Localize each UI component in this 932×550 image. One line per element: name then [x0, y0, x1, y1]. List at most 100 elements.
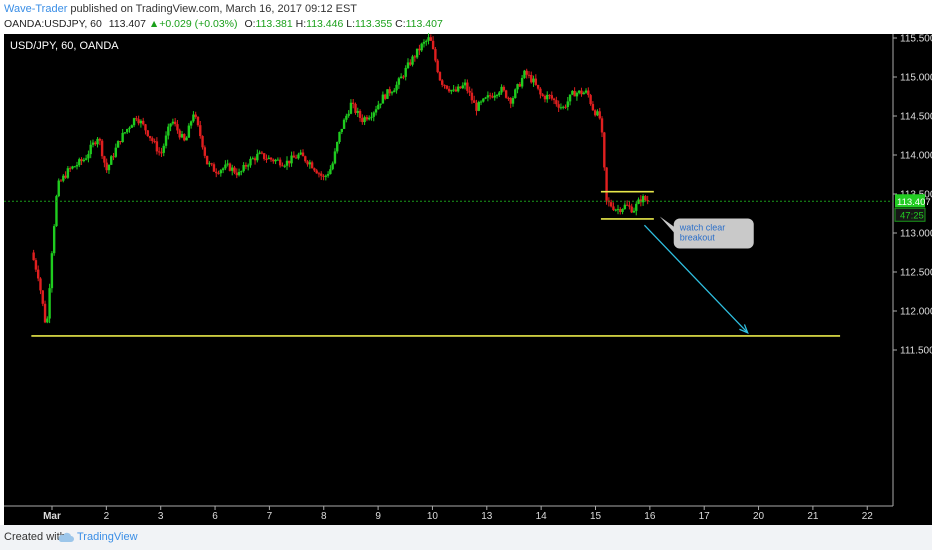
candle-body [504, 90, 508, 98]
candle-body [603, 132, 606, 168]
close-value: 113.407 [405, 18, 443, 30]
candle-body [141, 120, 145, 125]
candle-body [454, 89, 458, 92]
open-label: O: [244, 18, 256, 30]
candle-body [137, 119, 140, 124]
candle-body [445, 85, 448, 89]
candle-body [511, 98, 515, 104]
candle-body [582, 92, 585, 95]
candle-body [438, 72, 442, 81]
candle-body [253, 158, 257, 161]
candle-body [552, 98, 556, 101]
candle-body [434, 49, 437, 61]
candle-body [126, 129, 129, 133]
y-tick-label: 115.500 [900, 34, 932, 45]
candle-body [146, 130, 149, 136]
candle-body [333, 151, 337, 164]
candle-body [605, 167, 608, 201]
candle-body [470, 92, 474, 101]
x-tick-label: 16 [644, 511, 656, 522]
publish-info: published on TradingView.com, March 16, … [67, 3, 358, 15]
candle-body [116, 141, 120, 148]
candle-body [32, 252, 35, 261]
candle-body [370, 116, 373, 118]
created-with-label: Created with [4, 531, 66, 543]
candle-body [383, 94, 387, 99]
candle-body [326, 174, 330, 176]
candle-body [411, 56, 414, 65]
candle-body [285, 160, 289, 166]
candle-body [591, 104, 595, 111]
candle-body [390, 92, 394, 94]
candle-body [199, 125, 202, 137]
candle-body [324, 175, 328, 177]
candle-body [173, 121, 177, 125]
candle-body [550, 95, 554, 99]
candle-body [484, 97, 487, 99]
x-tick-label: 8 [321, 511, 327, 522]
candle-body [55, 196, 58, 227]
candle-body [541, 94, 544, 96]
candle-body [587, 90, 590, 96]
candle-body [187, 125, 191, 138]
candle-body [459, 86, 462, 89]
candle-body [372, 112, 375, 117]
candle-body [178, 130, 181, 138]
candle-body [281, 165, 284, 167]
candle-body [34, 260, 38, 270]
candle-body [534, 78, 538, 85]
candle-body [518, 84, 522, 87]
x-tick-label: 14 [536, 511, 548, 522]
candle-body [317, 173, 321, 175]
candle-body [292, 155, 296, 158]
candle-body [224, 164, 227, 169]
candle-body [89, 144, 92, 155]
symbol-label: OANDA:USDJPY, 60 [4, 18, 102, 30]
candle-body [169, 123, 172, 127]
candle-body [493, 95, 496, 98]
candle-body [562, 106, 565, 108]
callout-bubble [673, 218, 754, 249]
low-value: 113.355 [355, 18, 393, 30]
author-link[interactable]: Wave-Trader [4, 3, 68, 15]
candle-body [71, 166, 74, 169]
candle-body [299, 152, 302, 155]
candle-body [112, 156, 115, 158]
candle-body [41, 290, 44, 304]
candle-body [66, 168, 70, 178]
candle-body [68, 168, 72, 170]
candle-body [514, 89, 517, 99]
candle-body [415, 48, 419, 58]
tradingview-brand[interactable]: TradingView [77, 531, 138, 543]
candle-body [185, 137, 188, 141]
time-axis [4, 506, 932, 525]
candle-body [644, 196, 647, 200]
high-value: 113.446 [306, 18, 344, 30]
candle-body [468, 90, 471, 93]
candle-body [498, 92, 501, 95]
candle-body [507, 97, 510, 99]
candle-body [301, 152, 305, 157]
candle-body [176, 124, 179, 131]
candle-body [612, 206, 615, 210]
candle-body [130, 125, 133, 128]
candle-body [447, 88, 451, 92]
price-chart[interactable]: 115.500115.000114.500114.000113.500113.0… [0, 32, 932, 525]
candle-body [399, 76, 403, 79]
candle-body [443, 84, 446, 86]
candle-body [183, 134, 186, 141]
candle-body [367, 117, 371, 120]
candle-body [269, 157, 273, 160]
candle-body [388, 89, 391, 94]
candle-body [219, 170, 223, 174]
candle-body [194, 114, 197, 117]
candle-body [132, 118, 136, 126]
candle-body [121, 132, 124, 143]
candle-body [374, 109, 378, 113]
candle-body [536, 84, 540, 89]
x-tick-label: 21 [807, 511, 819, 522]
ohlc-line: OANDA:USDJPY, 60 113.407 ▲+0.029 (+0.03%… [4, 18, 443, 30]
candle-body [105, 162, 108, 171]
y-tick-label: 113.000 [900, 229, 932, 240]
x-tick-label: 2 [104, 511, 110, 522]
